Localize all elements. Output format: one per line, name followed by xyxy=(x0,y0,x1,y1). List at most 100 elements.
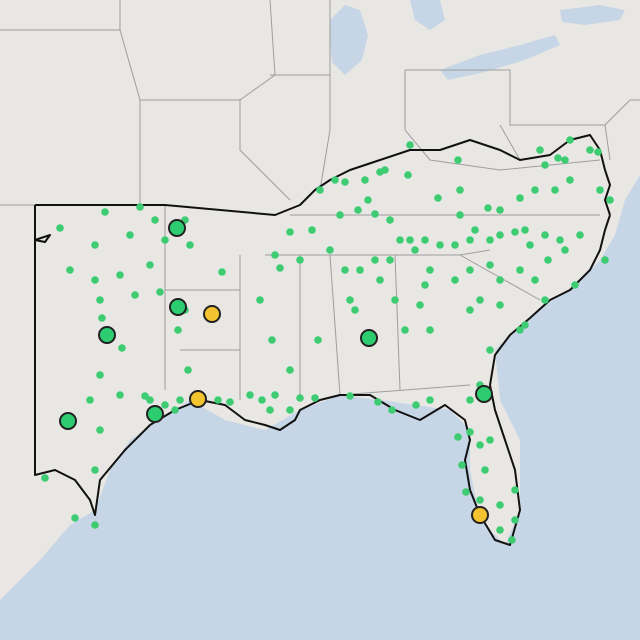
location-dot[interactable] xyxy=(376,276,384,284)
location-dot[interactable] xyxy=(426,266,434,274)
location-dot[interactable] xyxy=(346,392,354,400)
location-dot[interactable] xyxy=(566,176,574,184)
location-dot[interactable] xyxy=(271,251,279,259)
location-dot[interactable] xyxy=(161,401,169,409)
location-dot[interactable] xyxy=(96,296,104,304)
location-dot[interactable] xyxy=(246,391,254,399)
location-dot[interactable] xyxy=(308,226,316,234)
green-site-marker[interactable] xyxy=(169,298,187,316)
location-dot[interactable] xyxy=(421,281,429,289)
location-dot[interactable] xyxy=(401,326,409,334)
green-site-marker[interactable] xyxy=(360,329,378,347)
location-dot[interactable] xyxy=(374,398,382,406)
location-dot[interactable] xyxy=(86,396,94,404)
location-dot[interactable] xyxy=(266,406,274,414)
location-dot[interactable] xyxy=(268,336,276,344)
location-dot[interactable] xyxy=(146,261,154,269)
location-dot[interactable] xyxy=(466,306,474,314)
location-dot[interactable] xyxy=(496,301,504,309)
location-dot[interactable] xyxy=(594,148,602,156)
location-dot[interactable] xyxy=(286,366,294,374)
location-dot[interactable] xyxy=(456,211,464,219)
location-dot[interactable] xyxy=(406,236,414,244)
location-dot[interactable] xyxy=(511,516,519,524)
location-dot[interactable] xyxy=(91,276,99,284)
location-dot[interactable] xyxy=(131,291,139,299)
location-dot[interactable] xyxy=(541,161,549,169)
location-dot[interactable] xyxy=(596,186,604,194)
location-dot[interactable] xyxy=(101,208,109,216)
location-dot[interactable] xyxy=(476,496,484,504)
location-dot[interactable] xyxy=(118,344,126,352)
location-dot[interactable] xyxy=(91,466,99,474)
location-dot[interactable] xyxy=(41,474,49,482)
location-dot[interactable] xyxy=(451,276,459,284)
location-dot[interactable] xyxy=(526,241,534,249)
location-dot[interactable] xyxy=(556,236,564,244)
location-dot[interactable] xyxy=(171,406,179,414)
location-dot[interactable] xyxy=(531,186,539,194)
location-dot[interactable] xyxy=(566,136,574,144)
location-dot[interactable] xyxy=(421,236,429,244)
location-dot[interactable] xyxy=(561,156,569,164)
location-dot[interactable] xyxy=(286,228,294,236)
location-dot[interactable] xyxy=(296,394,304,402)
location-dot[interactable] xyxy=(471,226,479,234)
location-dot[interactable] xyxy=(91,241,99,249)
location-dot[interactable] xyxy=(98,314,106,322)
location-dot[interactable] xyxy=(214,396,222,404)
location-dot[interactable] xyxy=(174,326,182,334)
location-dot[interactable] xyxy=(381,166,389,174)
location-dot[interactable] xyxy=(571,281,579,289)
location-dot[interactable] xyxy=(466,396,474,404)
location-dot[interactable] xyxy=(516,326,524,334)
yellow-site-marker[interactable] xyxy=(203,305,221,323)
location-dot[interactable] xyxy=(356,266,364,274)
location-dot[interactable] xyxy=(486,436,494,444)
location-dot[interactable] xyxy=(351,306,359,314)
yellow-site-marker[interactable] xyxy=(189,390,207,408)
location-dot[interactable] xyxy=(454,156,462,164)
location-dot[interactable] xyxy=(561,246,569,254)
location-dot[interactable] xyxy=(551,186,559,194)
location-dot[interactable] xyxy=(116,391,124,399)
location-dot[interactable] xyxy=(426,396,434,404)
location-dot[interactable] xyxy=(481,466,489,474)
location-dot[interactable] xyxy=(311,394,319,402)
location-dot[interactable] xyxy=(96,426,104,434)
green-site-marker[interactable] xyxy=(168,219,186,237)
location-dot[interactable] xyxy=(434,194,442,202)
green-site-marker[interactable] xyxy=(98,326,116,344)
location-dot[interactable] xyxy=(226,398,234,406)
location-dot[interactable] xyxy=(336,211,344,219)
location-dot[interactable] xyxy=(606,196,614,204)
location-dot[interactable] xyxy=(466,428,474,436)
location-dot[interactable] xyxy=(476,296,484,304)
location-dot[interactable] xyxy=(486,261,494,269)
location-dot[interactable] xyxy=(544,256,552,264)
location-dot[interactable] xyxy=(354,206,362,214)
location-dot[interactable] xyxy=(476,441,484,449)
location-dot[interactable] xyxy=(71,514,79,522)
location-dot[interactable] xyxy=(386,256,394,264)
location-dot[interactable] xyxy=(396,236,404,244)
location-dot[interactable] xyxy=(436,241,444,249)
location-dot[interactable] xyxy=(531,276,539,284)
location-dot[interactable] xyxy=(451,241,459,249)
location-dot[interactable] xyxy=(116,271,124,279)
location-dot[interactable] xyxy=(151,216,159,224)
location-dot[interactable] xyxy=(511,486,519,494)
location-dot[interactable] xyxy=(541,296,549,304)
location-dot[interactable] xyxy=(136,203,144,211)
location-dot[interactable] xyxy=(388,406,396,414)
location-dot[interactable] xyxy=(66,266,74,274)
location-dot[interactable] xyxy=(496,231,504,239)
location-dot[interactable] xyxy=(316,186,324,194)
location-dot[interactable] xyxy=(511,228,519,236)
location-dot[interactable] xyxy=(454,433,462,441)
location-dot[interactable] xyxy=(484,204,492,212)
location-dot[interactable] xyxy=(391,296,399,304)
location-dot[interactable] xyxy=(496,276,504,284)
location-dot[interactable] xyxy=(386,216,394,224)
